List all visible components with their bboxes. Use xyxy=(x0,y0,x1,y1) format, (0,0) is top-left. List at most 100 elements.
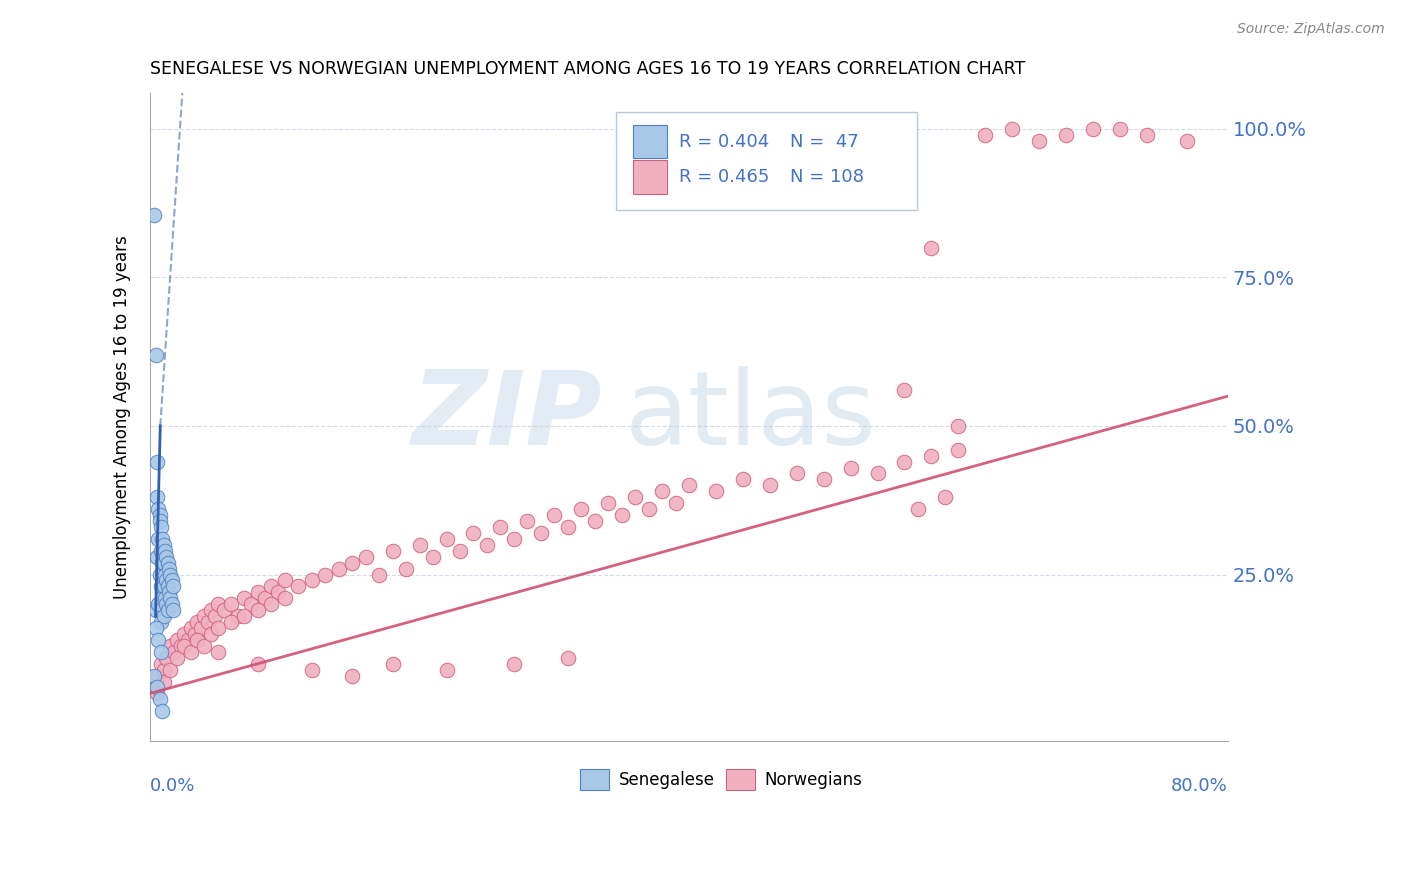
Point xyxy=(219,615,242,629)
Point xyxy=(948,442,970,457)
Point xyxy=(557,650,579,665)
Point xyxy=(786,467,808,481)
Point xyxy=(253,591,276,606)
Point xyxy=(543,508,565,522)
Point xyxy=(148,532,170,546)
Point xyxy=(475,538,498,552)
Point xyxy=(219,597,242,611)
FancyBboxPatch shape xyxy=(633,161,668,194)
Point xyxy=(152,579,174,593)
Point xyxy=(893,383,915,397)
Text: Source: ZipAtlas.com: Source: ZipAtlas.com xyxy=(1237,22,1385,37)
Point xyxy=(408,538,430,552)
Point xyxy=(145,603,167,617)
Point xyxy=(934,490,956,504)
Point xyxy=(1136,128,1159,142)
Point xyxy=(150,591,173,606)
Point xyxy=(157,561,180,575)
Point xyxy=(200,603,222,617)
Point xyxy=(153,591,176,606)
Text: R = 0.404: R = 0.404 xyxy=(679,133,769,151)
Point xyxy=(160,597,183,611)
Point xyxy=(204,609,226,624)
Point xyxy=(839,460,862,475)
Point xyxy=(866,467,889,481)
Point xyxy=(436,663,458,677)
Point xyxy=(651,484,673,499)
Point xyxy=(143,208,166,222)
Point xyxy=(155,650,177,665)
Point xyxy=(1054,128,1077,142)
Point xyxy=(569,502,592,516)
Point xyxy=(813,472,835,486)
Point xyxy=(207,621,229,635)
Point xyxy=(212,603,235,617)
Point xyxy=(704,484,727,499)
Point xyxy=(149,520,172,534)
Point xyxy=(240,597,263,611)
Point xyxy=(974,128,997,142)
Point xyxy=(342,668,364,682)
Point xyxy=(731,121,754,136)
Point xyxy=(557,520,579,534)
Point xyxy=(148,502,170,516)
Point xyxy=(157,585,180,599)
Point xyxy=(145,681,167,695)
Point xyxy=(159,639,181,653)
Point xyxy=(145,621,167,635)
Point xyxy=(146,681,169,695)
Point xyxy=(233,591,256,606)
Point xyxy=(149,692,172,706)
Point xyxy=(1109,121,1132,136)
Point xyxy=(183,627,205,641)
Point xyxy=(148,632,170,647)
Point xyxy=(193,609,215,624)
Point xyxy=(197,615,219,629)
Point xyxy=(153,567,176,582)
Point xyxy=(368,567,391,582)
Point xyxy=(233,609,256,624)
Point xyxy=(156,579,179,593)
Point xyxy=(149,514,172,528)
Point xyxy=(274,591,297,606)
Point xyxy=(152,674,174,689)
Point xyxy=(759,121,782,136)
Point xyxy=(502,657,524,671)
Point xyxy=(422,549,444,564)
Point xyxy=(314,567,336,582)
Point xyxy=(920,449,942,463)
Point xyxy=(150,556,173,570)
Point xyxy=(160,574,183,588)
Point xyxy=(449,543,471,558)
Point xyxy=(207,597,229,611)
Point xyxy=(246,657,269,671)
Point xyxy=(395,561,418,575)
FancyBboxPatch shape xyxy=(725,770,755,790)
Point xyxy=(190,621,212,635)
Point xyxy=(637,502,659,516)
Point xyxy=(200,627,222,641)
Point xyxy=(150,532,173,546)
Point xyxy=(610,508,633,522)
Point xyxy=(301,663,323,677)
Point xyxy=(166,632,188,647)
Point xyxy=(274,574,297,588)
Point xyxy=(186,615,208,629)
Point xyxy=(180,621,202,635)
Point xyxy=(1001,121,1024,136)
Point xyxy=(153,543,176,558)
Point xyxy=(177,632,200,647)
Text: SENEGALESE VS NORWEGIAN UNEMPLOYMENT AMONG AGES 16 TO 19 YEARS CORRELATION CHART: SENEGALESE VS NORWEGIAN UNEMPLOYMENT AMO… xyxy=(150,60,1025,78)
Point xyxy=(149,508,172,522)
Point xyxy=(381,657,404,671)
Point xyxy=(598,496,620,510)
Point xyxy=(516,514,538,528)
Point xyxy=(149,645,172,659)
Text: ZIP: ZIP xyxy=(412,367,603,467)
Point xyxy=(166,650,188,665)
Point xyxy=(530,525,553,540)
Point xyxy=(148,668,170,682)
Point xyxy=(180,645,202,659)
Point xyxy=(162,579,184,593)
Point xyxy=(1028,134,1050,148)
